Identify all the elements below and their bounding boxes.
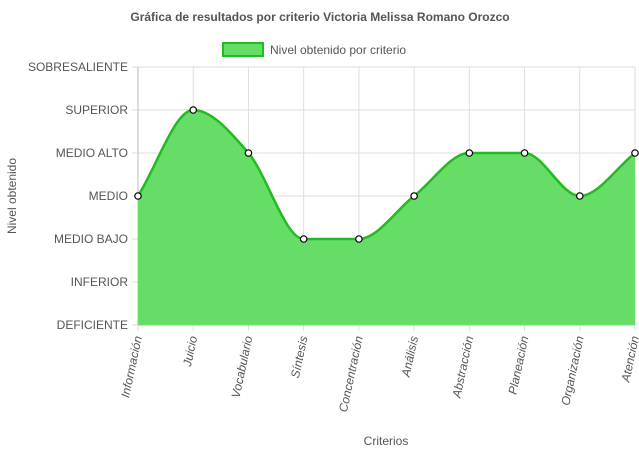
x-tick-label: Juicio (180, 334, 200, 368)
data-point-Organización[interactable] (575, 192, 584, 200)
x-tick-label: Atención (618, 334, 639, 384)
x-tick-label: Análisis (399, 335, 422, 379)
y-tick-label: MEDIO BAJO (54, 232, 128, 246)
y-axis-title: Nivel obtenido (5, 158, 19, 234)
x-tick-label: Concentración (336, 334, 366, 413)
data-point-Síntesis[interactable] (299, 235, 308, 243)
x-tick-label: Abstracción (449, 334, 476, 400)
x-tick-label: Información (118, 334, 145, 399)
x-tick-label: Vocabulario (229, 334, 256, 399)
data-point-Planeación[interactable] (520, 149, 529, 157)
data-point-Análisis[interactable] (410, 192, 418, 200)
x-tick-label: Síntesis (288, 335, 311, 380)
y-tick-label: DEFICIENTE (57, 318, 128, 332)
data-point-Concentración[interactable] (355, 235, 363, 243)
data-point-Vocabulario[interactable] (244, 149, 253, 157)
data-point-Juicio[interactable] (189, 106, 198, 114)
data-point-Abstracción[interactable] (465, 149, 474, 157)
series-line (136, 108, 636, 241)
x-tick-labels: Información Juicio Vocabulario Síntesis Conc… (118, 334, 639, 413)
area-fill (138, 110, 635, 325)
y-tick-label: INFERIOR (71, 275, 129, 289)
y-tick-label: SOBRESALIENTE (28, 60, 128, 74)
y-tick-label: MEDIO (89, 189, 128, 203)
x-tick-label: Organización (558, 334, 586, 406)
legend-label: Nivel obtenido por criterio (270, 43, 406, 57)
y-tick-label: SUPERIOR (65, 103, 128, 117)
area-layer (136, 108, 636, 325)
chart-title: Gráfica de resultados por criterio Victo… (130, 10, 509, 24)
y-tick-label: MEDIO ALTO (56, 146, 128, 160)
x-axis-title: Criterios (364, 434, 409, 448)
points-layer (134, 106, 639, 243)
data-point-Información[interactable] (134, 192, 142, 200)
x-tick-label: Planeación (505, 334, 531, 395)
legend[interactable]: Nivel obtenido por criterio (222, 42, 406, 57)
y-tick-labels: DEFICIENTE INFERIOR MEDIO BAJO MEDIO MEDIO A… (28, 60, 128, 332)
data-point-Atención[interactable] (631, 149, 639, 157)
legend-swatch (222, 42, 264, 57)
